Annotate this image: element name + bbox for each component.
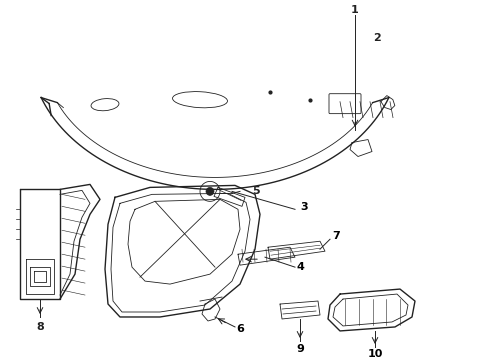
Text: 10: 10 [368, 349, 383, 359]
Text: 8: 8 [36, 322, 44, 332]
Text: 1: 1 [351, 5, 359, 15]
Circle shape [206, 188, 214, 195]
Text: 4: 4 [296, 262, 304, 272]
Text: 3: 3 [300, 202, 308, 212]
Text: 9: 9 [296, 344, 304, 354]
Text: 7: 7 [332, 231, 340, 241]
Text: 5: 5 [252, 186, 260, 197]
Text: 2: 2 [373, 33, 381, 43]
Text: 6: 6 [236, 324, 244, 334]
